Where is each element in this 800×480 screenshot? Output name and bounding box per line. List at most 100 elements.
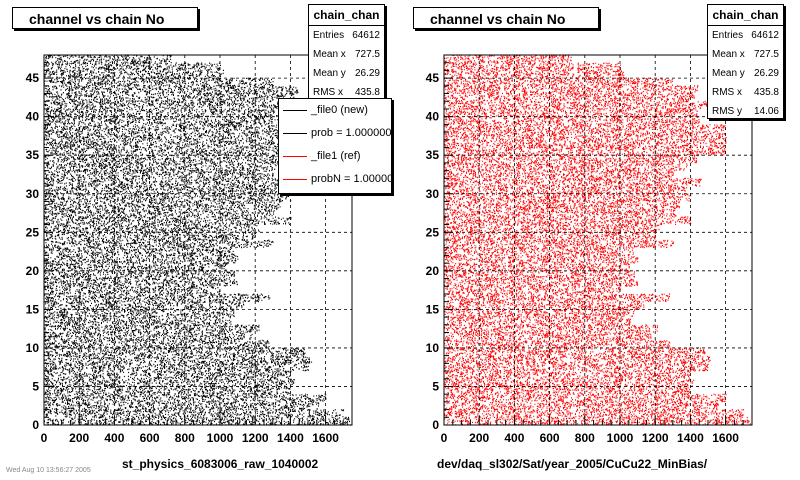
scatter-row-25: [44, 224, 260, 233]
x-tick-label: 200: [469, 431, 489, 445]
x-tick-label: 0: [441, 431, 448, 445]
legend-entry-file1: _file1 (ref): [279, 145, 391, 168]
scatter-row-32: [444, 170, 674, 179]
stats-value: 26.29: [753, 68, 779, 79]
right-x-axis-label: dev/daq_sl302/Sat/year_2005/CuCu22_MinBi…: [437, 457, 708, 471]
stats-value: 14.06: [753, 106, 779, 117]
x-tick-label: 400: [504, 431, 524, 445]
scatter-row-11: [444, 331, 652, 341]
scatter-row-3: [444, 393, 727, 403]
scatter-row-45: [44, 69, 224, 79]
scatter-row-28: [44, 200, 281, 210]
scatter-row-13: [444, 316, 631, 326]
right-plot-title: channel vs chain No: [413, 7, 599, 29]
y-tick-label: 5: [432, 379, 439, 393]
scatter-row-1: [444, 409, 745, 418]
x-tick-label: 1600: [712, 431, 739, 445]
scatter-row-0: [44, 416, 352, 426]
scatter-row-16: [444, 293, 671, 303]
y-tick-label: 45: [26, 71, 40, 85]
scatter-row-46: [44, 62, 221, 71]
scatter-row-39: [444, 116, 700, 125]
scatter-row-14: [444, 308, 635, 318]
scatter-row-0: [444, 416, 751, 426]
scatter-row-18: [444, 278, 638, 287]
scatter-row-13: [44, 316, 232, 326]
legend-line-red: [283, 156, 307, 157]
scatter-row-31: [44, 177, 302, 187]
scatter-row-20: [44, 262, 228, 272]
y-tick-label: 0: [432, 418, 439, 432]
legend-text: prob = 1.000000: [311, 127, 392, 139]
left-stats-name: chain_chan: [309, 5, 384, 26]
x-tick-label: 1600: [312, 431, 339, 445]
scatter-row-10: [44, 339, 270, 349]
scatter-row-31: [444, 177, 702, 187]
scatter-row-17: [445, 285, 621, 295]
scatter-row-40: [444, 108, 698, 118]
y-tick-label: 45: [426, 71, 440, 85]
scatter-row-11: [44, 331, 253, 341]
scatter-row-47: [44, 54, 172, 64]
legend-line-black: [283, 110, 307, 111]
x-tick-label: 800: [575, 431, 595, 445]
legend-entry-prob: prob = 1.000000: [279, 122, 391, 145]
scatter-row-22: [44, 247, 235, 256]
right-stats-box: chain_chan Entries 64612 Mean x 727.5 Me…: [707, 4, 784, 119]
scatter-row-1: [44, 409, 345, 418]
y-tick-label: 0: [32, 418, 39, 432]
y-tick-label: 25: [426, 225, 440, 239]
scatter-row-43: [444, 85, 699, 95]
scatter-row-12: [44, 324, 260, 334]
stats-value: 26.29: [354, 68, 380, 79]
right-scatter-plot: 0 200 400 600 800 1000 1200 1400 1600 0 5 10 15 20 25 3…: [426, 54, 753, 445]
stats-value: 64612: [751, 30, 779, 41]
x-tick-label: 1400: [277, 431, 304, 445]
scatter-row-2: [44, 401, 320, 411]
x-tick-label: 200: [69, 431, 89, 445]
y-tick-label: 35: [26, 148, 40, 162]
stats-label: Entries: [712, 30, 744, 41]
scatter-row-42: [444, 92, 695, 102]
scatter-row-14: [44, 308, 235, 318]
scatter-row-47: [444, 54, 572, 64]
x-tick-label: 1400: [677, 431, 704, 445]
footer-timestamp: Wed Aug 10 13:56:27 2005: [6, 467, 91, 474]
legend-text: _file1 (ref): [311, 150, 361, 162]
scatter-row-33: [444, 162, 688, 172]
y-tick-label: 15: [426, 302, 440, 316]
left-stats-row-rms-x: RMS x 435.8: [309, 83, 384, 102]
stats-label: Mean y: [712, 68, 745, 79]
scatter-row-3: [45, 393, 327, 403]
scatter-row-5: [444, 378, 695, 388]
stats-label: Entries: [313, 30, 345, 41]
stats-label: RMS x: [712, 87, 742, 98]
x-tick-label: 1200: [242, 431, 269, 445]
x-tick-label: 600: [140, 431, 160, 445]
scatter-row-44: [444, 77, 674, 87]
right-stats-row-mean-y: Mean y 26.29: [708, 64, 783, 83]
stats-label: Mean x: [712, 49, 745, 60]
scatter-row-9: [445, 347, 706, 357]
scatter-row-2: [444, 401, 719, 411]
scatter-row-4: [445, 385, 691, 395]
y-tick-label: 35: [426, 148, 440, 162]
legend-text: probN = 1.000000: [311, 173, 392, 185]
scatter-row-37: [444, 131, 727, 141]
scatter-row-41: [444, 100, 713, 110]
scatter-row-26: [44, 216, 292, 226]
scatter-row-17: [44, 285, 221, 295]
y-tick-label: 5: [32, 379, 39, 393]
x-tick-label: 800: [175, 431, 195, 445]
x-tick-label: 1200: [642, 431, 669, 445]
x-tick-label: 1000: [207, 431, 234, 445]
left-stats-row-mean-x: Mean x 727.5: [309, 45, 384, 64]
left-scatter-plot: 0 200 400 600 800 1000 1200 1400 1600 0 5 10 15 20 25 3…: [26, 54, 353, 445]
legend-text: _file0 (new): [311, 104, 368, 116]
scatter-row-29: [444, 193, 692, 202]
scatter-row-33: [44, 162, 288, 172]
stats-value: 727.5: [753, 49, 779, 60]
scatter-row-15: [444, 301, 645, 310]
stats-value: 435.8: [354, 87, 380, 98]
scatter-row-5: [44, 378, 295, 388]
